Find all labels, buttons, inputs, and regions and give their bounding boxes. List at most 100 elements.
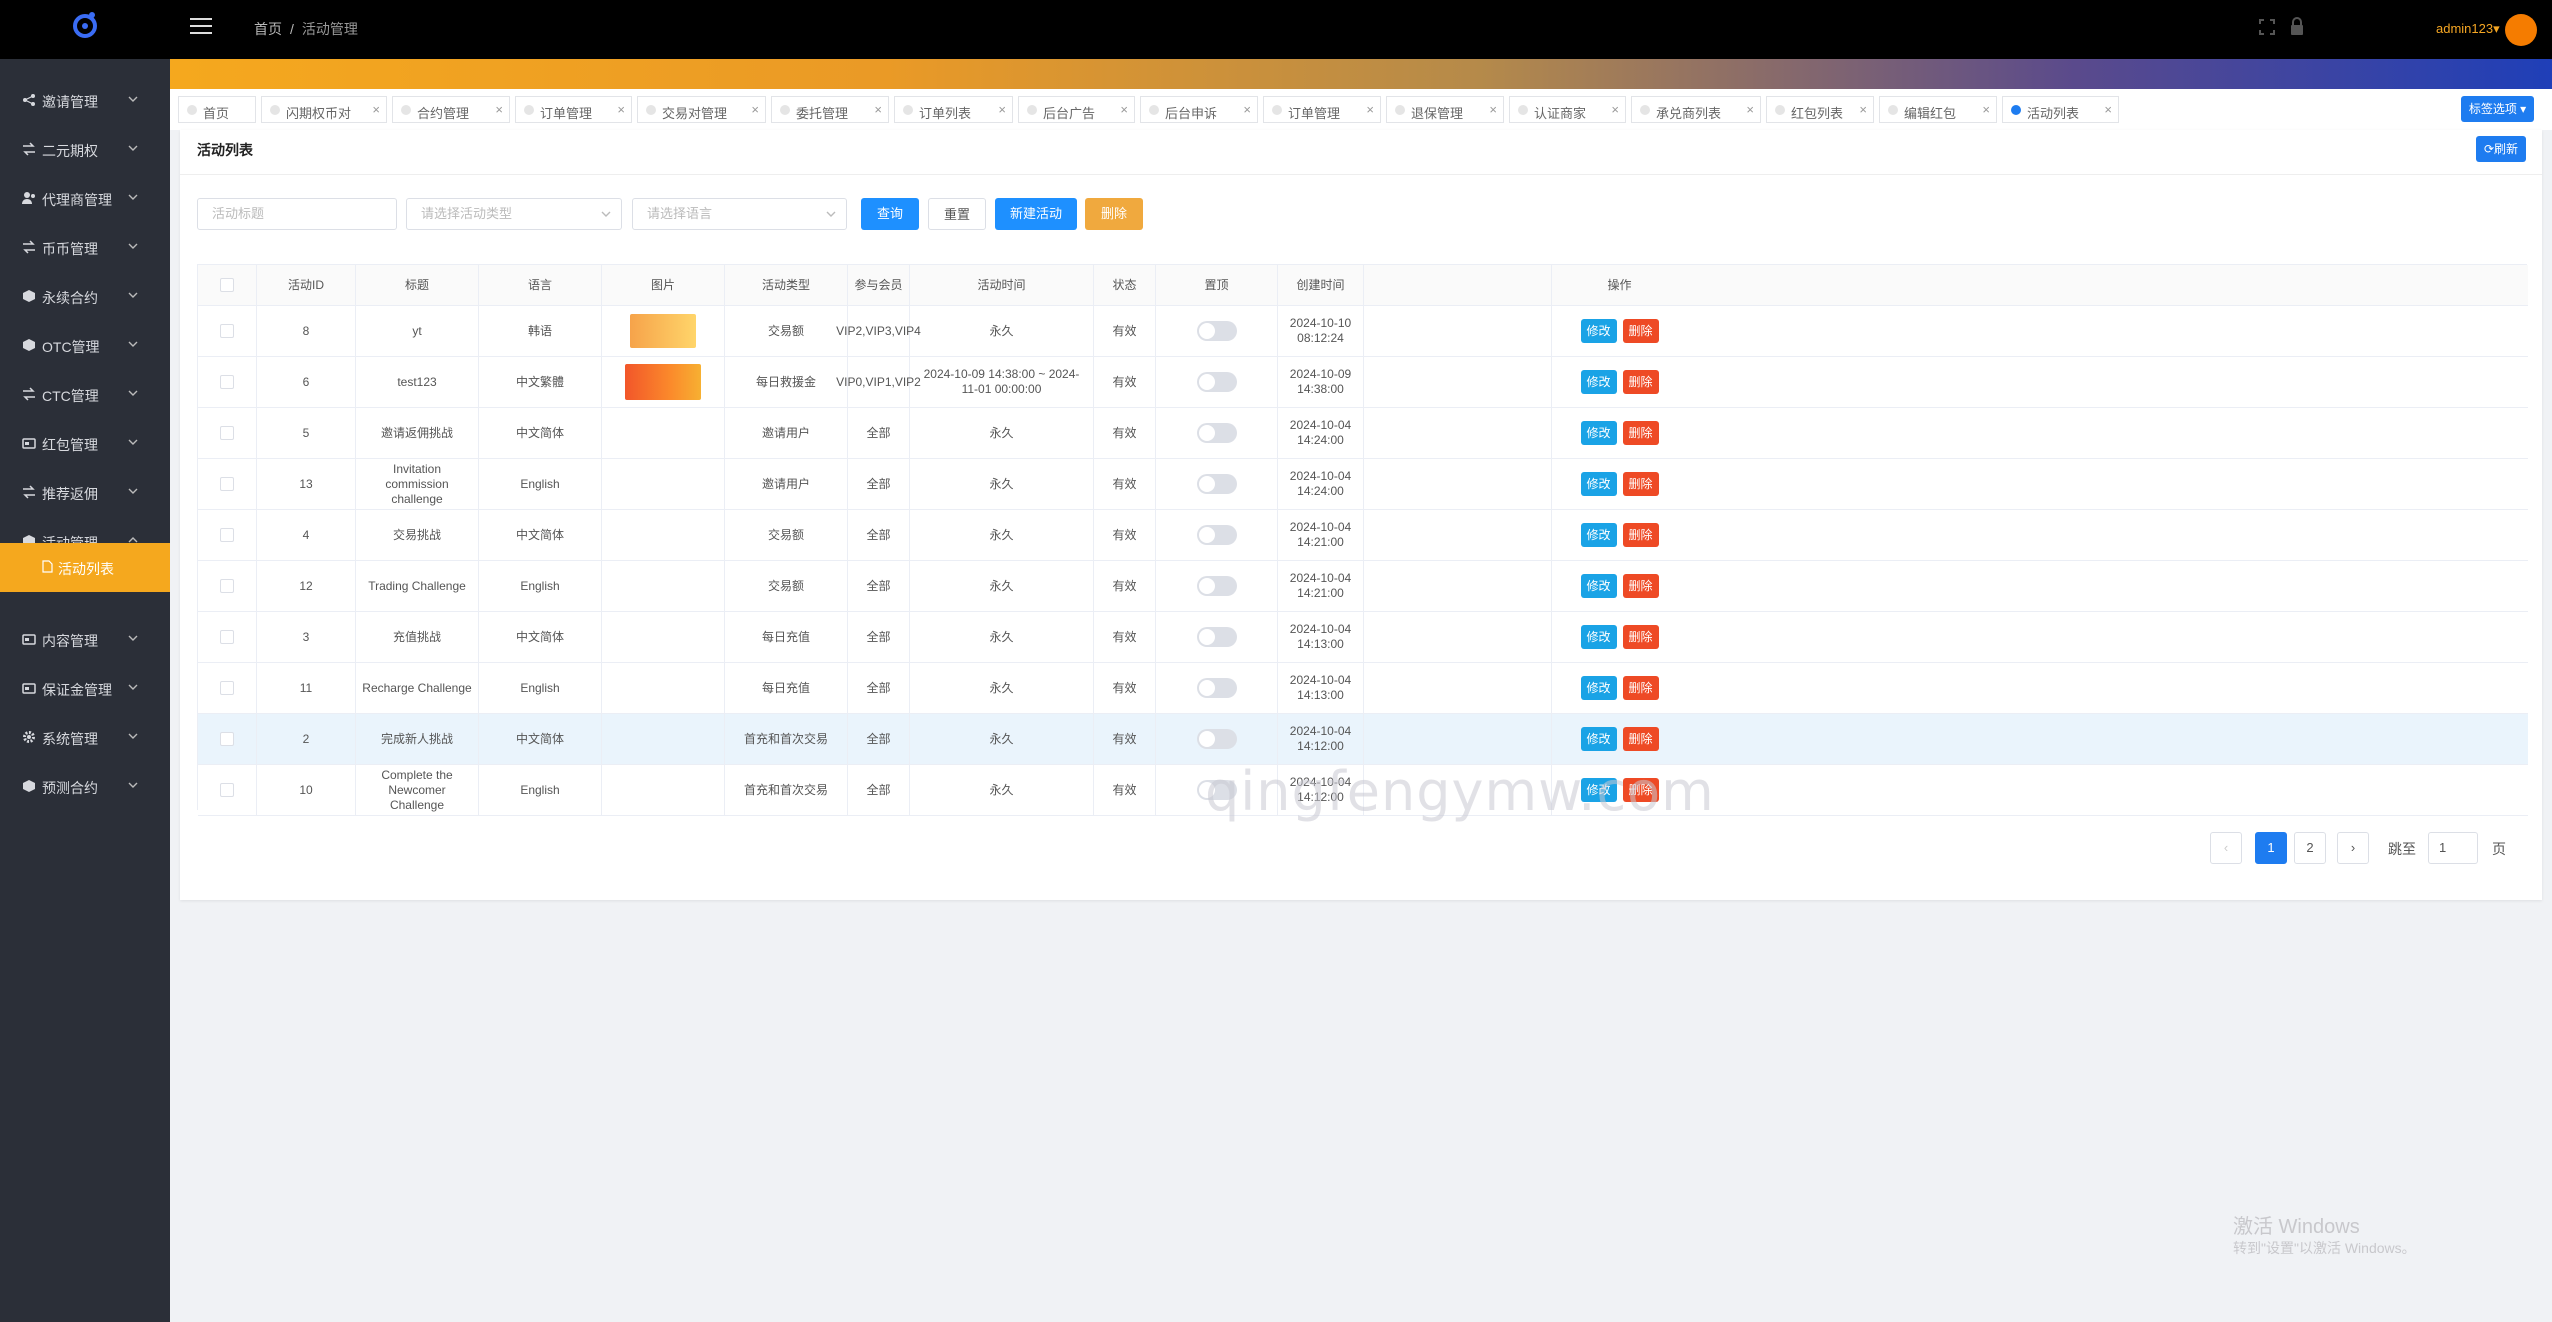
tab[interactable]: 订单列表 × (894, 96, 1013, 123)
tab[interactable]: 承兑商列表 × (1631, 96, 1761, 123)
delete-row-button[interactable]: 删除 (1622, 727, 1659, 751)
tab[interactable]: 活动列表 × (2002, 96, 2119, 123)
close-icon[interactable]: × (1489, 102, 1497, 117)
tab[interactable]: 交易对管理 × (637, 96, 766, 123)
new-activity-button[interactable]: 新建活动 (995, 198, 1077, 230)
tab[interactable]: 红包列表 × (1766, 96, 1874, 123)
close-icon[interactable]: × (751, 102, 759, 117)
fullscreen-icon[interactable] (2259, 19, 2275, 35)
reset-button[interactable]: 重置 (928, 198, 986, 230)
sidebar-item[interactable]: 二元期权 (0, 125, 170, 174)
pin-toggle[interactable] (1196, 474, 1237, 494)
sidebar-item[interactable]: 邀请管理 (0, 76, 170, 125)
close-icon[interactable]: × (998, 102, 1006, 117)
breadcrumb-home[interactable]: 首页 (254, 21, 282, 37)
pin-toggle[interactable] (1196, 423, 1237, 443)
tab[interactable]: 后台广告 × (1018, 96, 1135, 123)
edit-button[interactable]: 修改 (1580, 778, 1617, 802)
row-checkbox[interactable] (220, 630, 234, 644)
tab[interactable]: 委托管理 × (771, 96, 889, 123)
pin-toggle[interactable] (1196, 678, 1237, 698)
table-row[interactable]: 11 Recharge Challenge English 每日充值 全部 永久 有效 202… (198, 663, 2528, 714)
pin-toggle[interactable] (1196, 321, 1237, 341)
close-icon[interactable]: × (495, 102, 503, 117)
tab[interactable]: 合约管理 × (392, 96, 510, 123)
sidebar-item[interactable]: 币币管理 (0, 223, 170, 272)
tab[interactable]: 订单管理 × (1263, 96, 1381, 123)
edit-button[interactable]: 修改 (1580, 370, 1617, 394)
tab[interactable]: 后台申诉 × (1140, 96, 1258, 123)
sidebar-item[interactable]: CTC管理 (0, 370, 170, 419)
edit-button[interactable]: 修改 (1580, 319, 1617, 343)
avatar[interactable] (2505, 14, 2537, 46)
pin-toggle[interactable] (1196, 627, 1237, 647)
edit-button[interactable]: 修改 (1580, 676, 1617, 700)
delete-row-button[interactable]: 删除 (1622, 319, 1659, 343)
row-checkbox[interactable] (220, 579, 234, 593)
delete-row-button[interactable]: 删除 (1622, 778, 1659, 802)
close-icon[interactable]: × (1982, 102, 1990, 117)
tab[interactable]: 退保管理 × (1386, 96, 1504, 123)
sidebar-item[interactable]: 推荐返佣 (0, 468, 170, 517)
sidebar-item[interactable]: 红包管理 (0, 419, 170, 468)
language-select[interactable]: 请选择语言 (632, 198, 847, 230)
refresh-button[interactable]: ⟳刷新 (2476, 136, 2526, 162)
close-icon[interactable]: × (1746, 102, 1754, 117)
table-row[interactable]: 8 yt 韩语 交易额 VIP2,VIP3,VIP4 永久 有效 2024-10-10 08:… (198, 306, 2528, 357)
delete-row-button[interactable]: 删除 (1622, 370, 1659, 394)
activity-image[interactable] (625, 364, 701, 400)
pin-toggle[interactable] (1196, 576, 1237, 596)
pin-toggle[interactable] (1196, 525, 1237, 545)
sidebar-subitem-activity-list[interactable]: 活动列表 (0, 543, 170, 592)
sidebar-item[interactable]: 内容管理 (0, 615, 170, 664)
sidebar-item[interactable]: 系统管理 (0, 713, 170, 762)
table-row[interactable]: 4 交易挑战 中文简体 交易额 全部 永久 有效 2024-10-04 14:21:00 修改删… (198, 510, 2528, 561)
delete-row-button[interactable]: 删除 (1622, 676, 1659, 700)
select-all-checkbox[interactable] (220, 278, 234, 292)
delete-row-button[interactable]: 删除 (1622, 472, 1659, 496)
delete-row-button[interactable]: 删除 (1622, 421, 1659, 445)
delete-button[interactable]: 删除 (1085, 198, 1143, 230)
edit-button[interactable]: 修改 (1580, 523, 1617, 547)
page-2[interactable]: 2 (2294, 832, 2326, 864)
delete-row-button[interactable]: 删除 (1622, 574, 1659, 598)
prev-page-button[interactable]: ‹ (2210, 832, 2242, 864)
activity-image[interactable] (630, 314, 696, 348)
table-row[interactable]: 2 完成新人挑战 中文简体 首充和首次交易 全部 永久 有效 2024-10-04 14:12… (198, 714, 2528, 765)
table-row[interactable]: 10 Complete the Newcomer Challenge English… (198, 765, 2528, 816)
row-checkbox[interactable] (220, 783, 234, 797)
edit-button[interactable]: 修改 (1580, 574, 1617, 598)
row-checkbox[interactable] (220, 528, 234, 542)
row-checkbox[interactable] (220, 477, 234, 491)
lock-icon[interactable] (2289, 17, 2305, 35)
row-checkbox[interactable] (220, 732, 234, 746)
jump-page-input[interactable]: 1 (2428, 832, 2478, 864)
type-select[interactable]: 请选择活动类型 (406, 198, 622, 230)
tab[interactable]: 认证商家 × (1509, 96, 1626, 123)
sidebar-item[interactable]: 保证金管理 (0, 664, 170, 713)
close-icon[interactable]: × (1366, 102, 1374, 117)
delete-row-button[interactable]: 删除 (1622, 625, 1659, 649)
close-icon[interactable]: × (1611, 102, 1619, 117)
close-icon[interactable]: × (1859, 102, 1867, 117)
edit-button[interactable]: 修改 (1580, 472, 1617, 496)
row-checkbox[interactable] (220, 426, 234, 440)
next-page-button[interactable]: › (2337, 832, 2369, 864)
page-1[interactable]: 1 (2255, 832, 2287, 864)
row-checkbox[interactable] (220, 324, 234, 338)
pin-toggle[interactable] (1196, 780, 1237, 800)
close-icon[interactable]: × (1243, 102, 1251, 117)
pin-toggle[interactable] (1196, 729, 1237, 749)
tab-options-button[interactable]: 标签选项 ▾ (2461, 96, 2534, 122)
tab[interactable]: 首页 (178, 96, 256, 123)
search-button[interactable]: 查询 (861, 198, 919, 230)
sidebar-item[interactable]: OTC管理 (0, 321, 170, 370)
sidebar-item[interactable]: 永续合约 (0, 272, 170, 321)
delete-row-button[interactable]: 删除 (1622, 523, 1659, 547)
edit-button[interactable]: 修改 (1580, 421, 1617, 445)
tab[interactable]: 订单管理 × (515, 96, 632, 123)
row-checkbox[interactable] (220, 375, 234, 389)
table-row[interactable]: 13 Invitation commission challenge English… (198, 459, 2528, 510)
pin-toggle[interactable] (1196, 372, 1237, 392)
row-checkbox[interactable] (220, 681, 234, 695)
